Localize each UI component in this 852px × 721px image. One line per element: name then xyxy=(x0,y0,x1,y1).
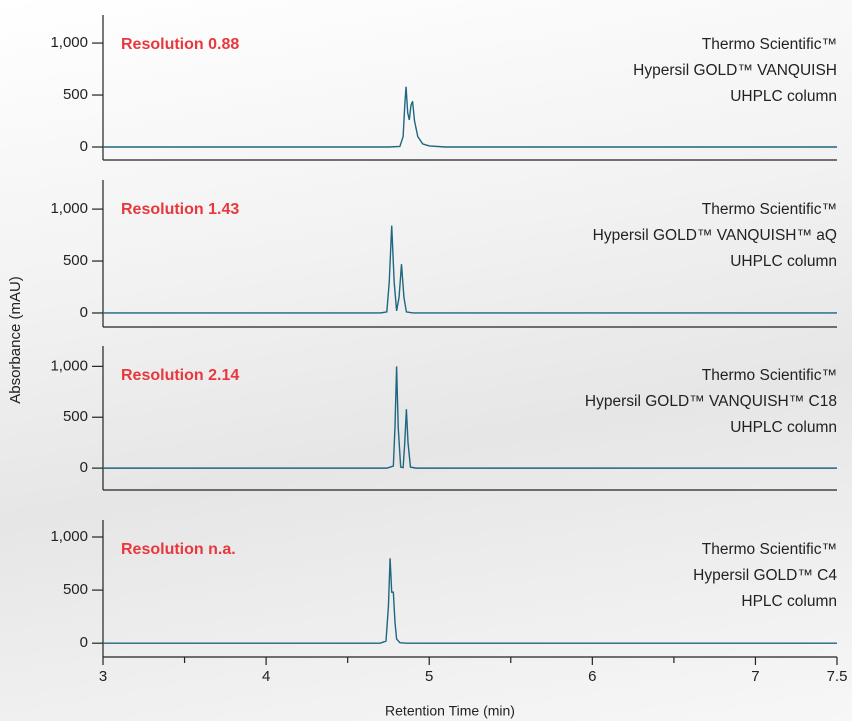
column-description: Thermo Scientific™ xyxy=(702,36,837,53)
chromatogram-line xyxy=(103,366,837,469)
y-tick-label: 500 xyxy=(63,252,88,269)
column-description: Thermo Scientific™ xyxy=(702,541,837,558)
resolution-label: Resolution 2.14 xyxy=(121,367,239,384)
resolution-label: Resolution 0.88 xyxy=(121,36,239,53)
y-tick-label: 0 xyxy=(80,634,88,651)
resolution-label: Resolution n.a. xyxy=(121,541,236,558)
column-description: Hypersil GOLD™ VANQUISH™ aQ xyxy=(593,227,837,244)
y-tick-label: 0 xyxy=(80,459,88,476)
y-tick-label: 500 xyxy=(63,581,88,598)
x-tick-label: 3 xyxy=(99,668,107,685)
y-tick-label: 500 xyxy=(63,408,88,425)
y-tick-label: 0 xyxy=(80,304,88,321)
y-tick-label: 1,000 xyxy=(50,34,88,51)
y-tick-label: 1,000 xyxy=(50,357,88,374)
chromatogram-line xyxy=(103,558,837,644)
column-description: Hypersil GOLD™ VANQUISH™ C18 xyxy=(585,393,837,410)
column-description: Thermo Scientific™ xyxy=(702,367,837,384)
column-description: HPLC column xyxy=(741,593,837,610)
x-tick-label: 5 xyxy=(425,668,433,685)
y-tick-label: 0 xyxy=(80,138,88,155)
column-description: UHPLC column xyxy=(730,88,837,105)
column-description: Hypersil GOLD™ VANQUISH xyxy=(633,62,837,79)
column-description: Thermo Scientific™ xyxy=(702,201,837,218)
column-description: UHPLC column xyxy=(730,253,837,270)
y-axis-label: Absorbance (mAU) xyxy=(7,276,24,404)
resolution-label: Resolution 1.43 xyxy=(121,201,239,218)
x-tick-label: 4 xyxy=(262,668,270,685)
x-tick-label: 7 xyxy=(751,668,759,685)
y-tick-label: 1,000 xyxy=(50,528,88,545)
column-description: UHPLC column xyxy=(730,419,837,436)
x-tick-label: 6 xyxy=(588,668,596,685)
chromatogram-line xyxy=(103,225,837,314)
column-description: Hypersil GOLD™ C4 xyxy=(693,567,837,584)
y-tick-label: 500 xyxy=(63,86,88,103)
x-tick-label: 7.5 xyxy=(827,668,848,685)
chromatogram-line xyxy=(103,86,837,148)
y-tick-label: 1,000 xyxy=(50,200,88,217)
x-axis-label: Retention Time (min) xyxy=(385,703,515,719)
